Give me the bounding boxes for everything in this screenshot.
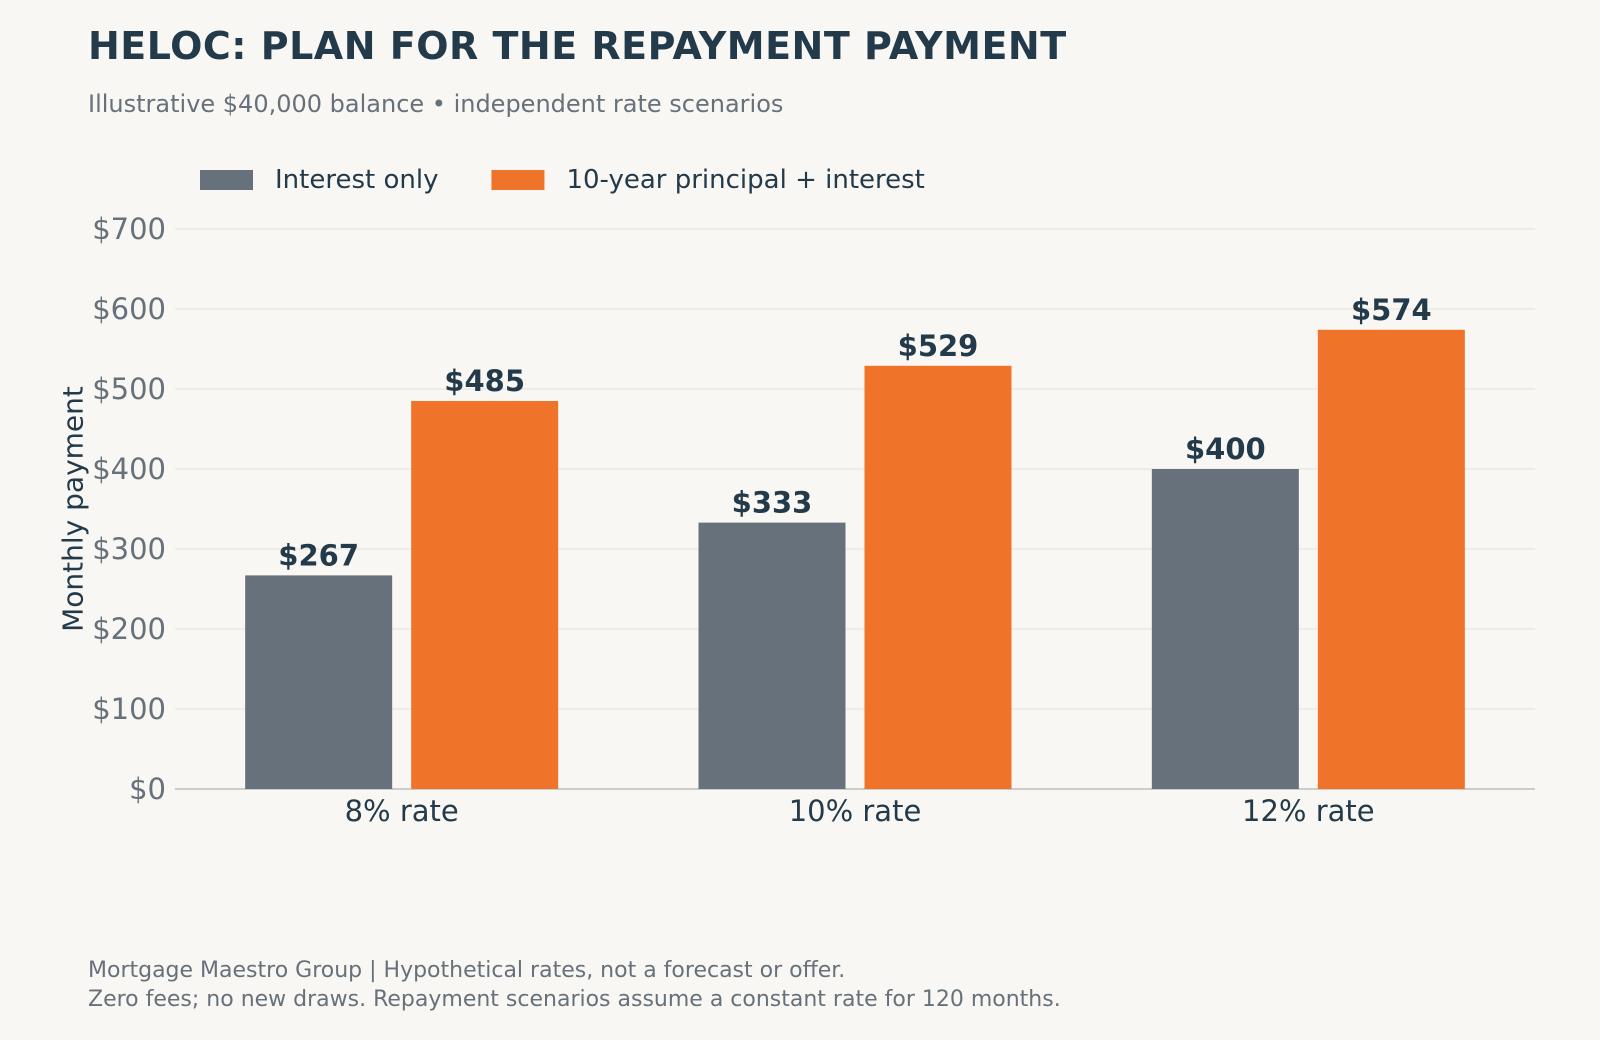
y-tick-label: $200 <box>92 612 166 646</box>
footer-line-source: Mortgage Maestro Group | Hypothetical ra… <box>88 958 846 983</box>
legend-swatch <box>491 170 545 190</box>
x-tick-label: 12% rate <box>1242 794 1375 828</box>
legend-swatch <box>200 170 253 190</box>
data-label: $529 <box>898 329 979 363</box>
bar <box>245 575 393 789</box>
data-label: $574 <box>1351 293 1432 327</box>
chart-subtitle: Illustrative $40,000 balance • independe… <box>88 90 784 118</box>
data-label: $485 <box>444 364 525 398</box>
y-tick-label: $0 <box>129 772 166 806</box>
y-tick-label: $600 <box>92 292 166 326</box>
legend-label: Interest only <box>275 165 438 195</box>
x-tick-label: 10% rate <box>789 794 922 828</box>
bar <box>411 401 559 789</box>
chart-title: HELOC: PLAN FOR THE REPAYMENT PAYMENT <box>88 24 1067 68</box>
data-label: $267 <box>278 538 359 572</box>
bar <box>864 365 1012 789</box>
bar <box>1151 469 1299 789</box>
y-tick-label: $100 <box>92 692 166 726</box>
legend-label: 10-year principal + interest <box>566 165 924 195</box>
y-tick-label: $300 <box>92 532 166 566</box>
y-tick-label: $500 <box>92 372 166 406</box>
footer-line-assumptions: Zero fees; no new draws. Repayment scena… <box>88 987 1061 1012</box>
y-tick-label: $700 <box>92 212 166 246</box>
bar <box>1317 329 1465 789</box>
data-label: $400 <box>1185 432 1266 466</box>
bar <box>698 522 846 789</box>
data-label: $333 <box>732 486 813 520</box>
x-tick-label: 8% rate <box>345 794 459 828</box>
y-axis-label: Monthly payment <box>57 386 90 632</box>
y-tick-label: $400 <box>92 452 166 486</box>
footer-notes: Mortgage Maestro Group | Hypothetical ra… <box>88 956 1061 1014</box>
